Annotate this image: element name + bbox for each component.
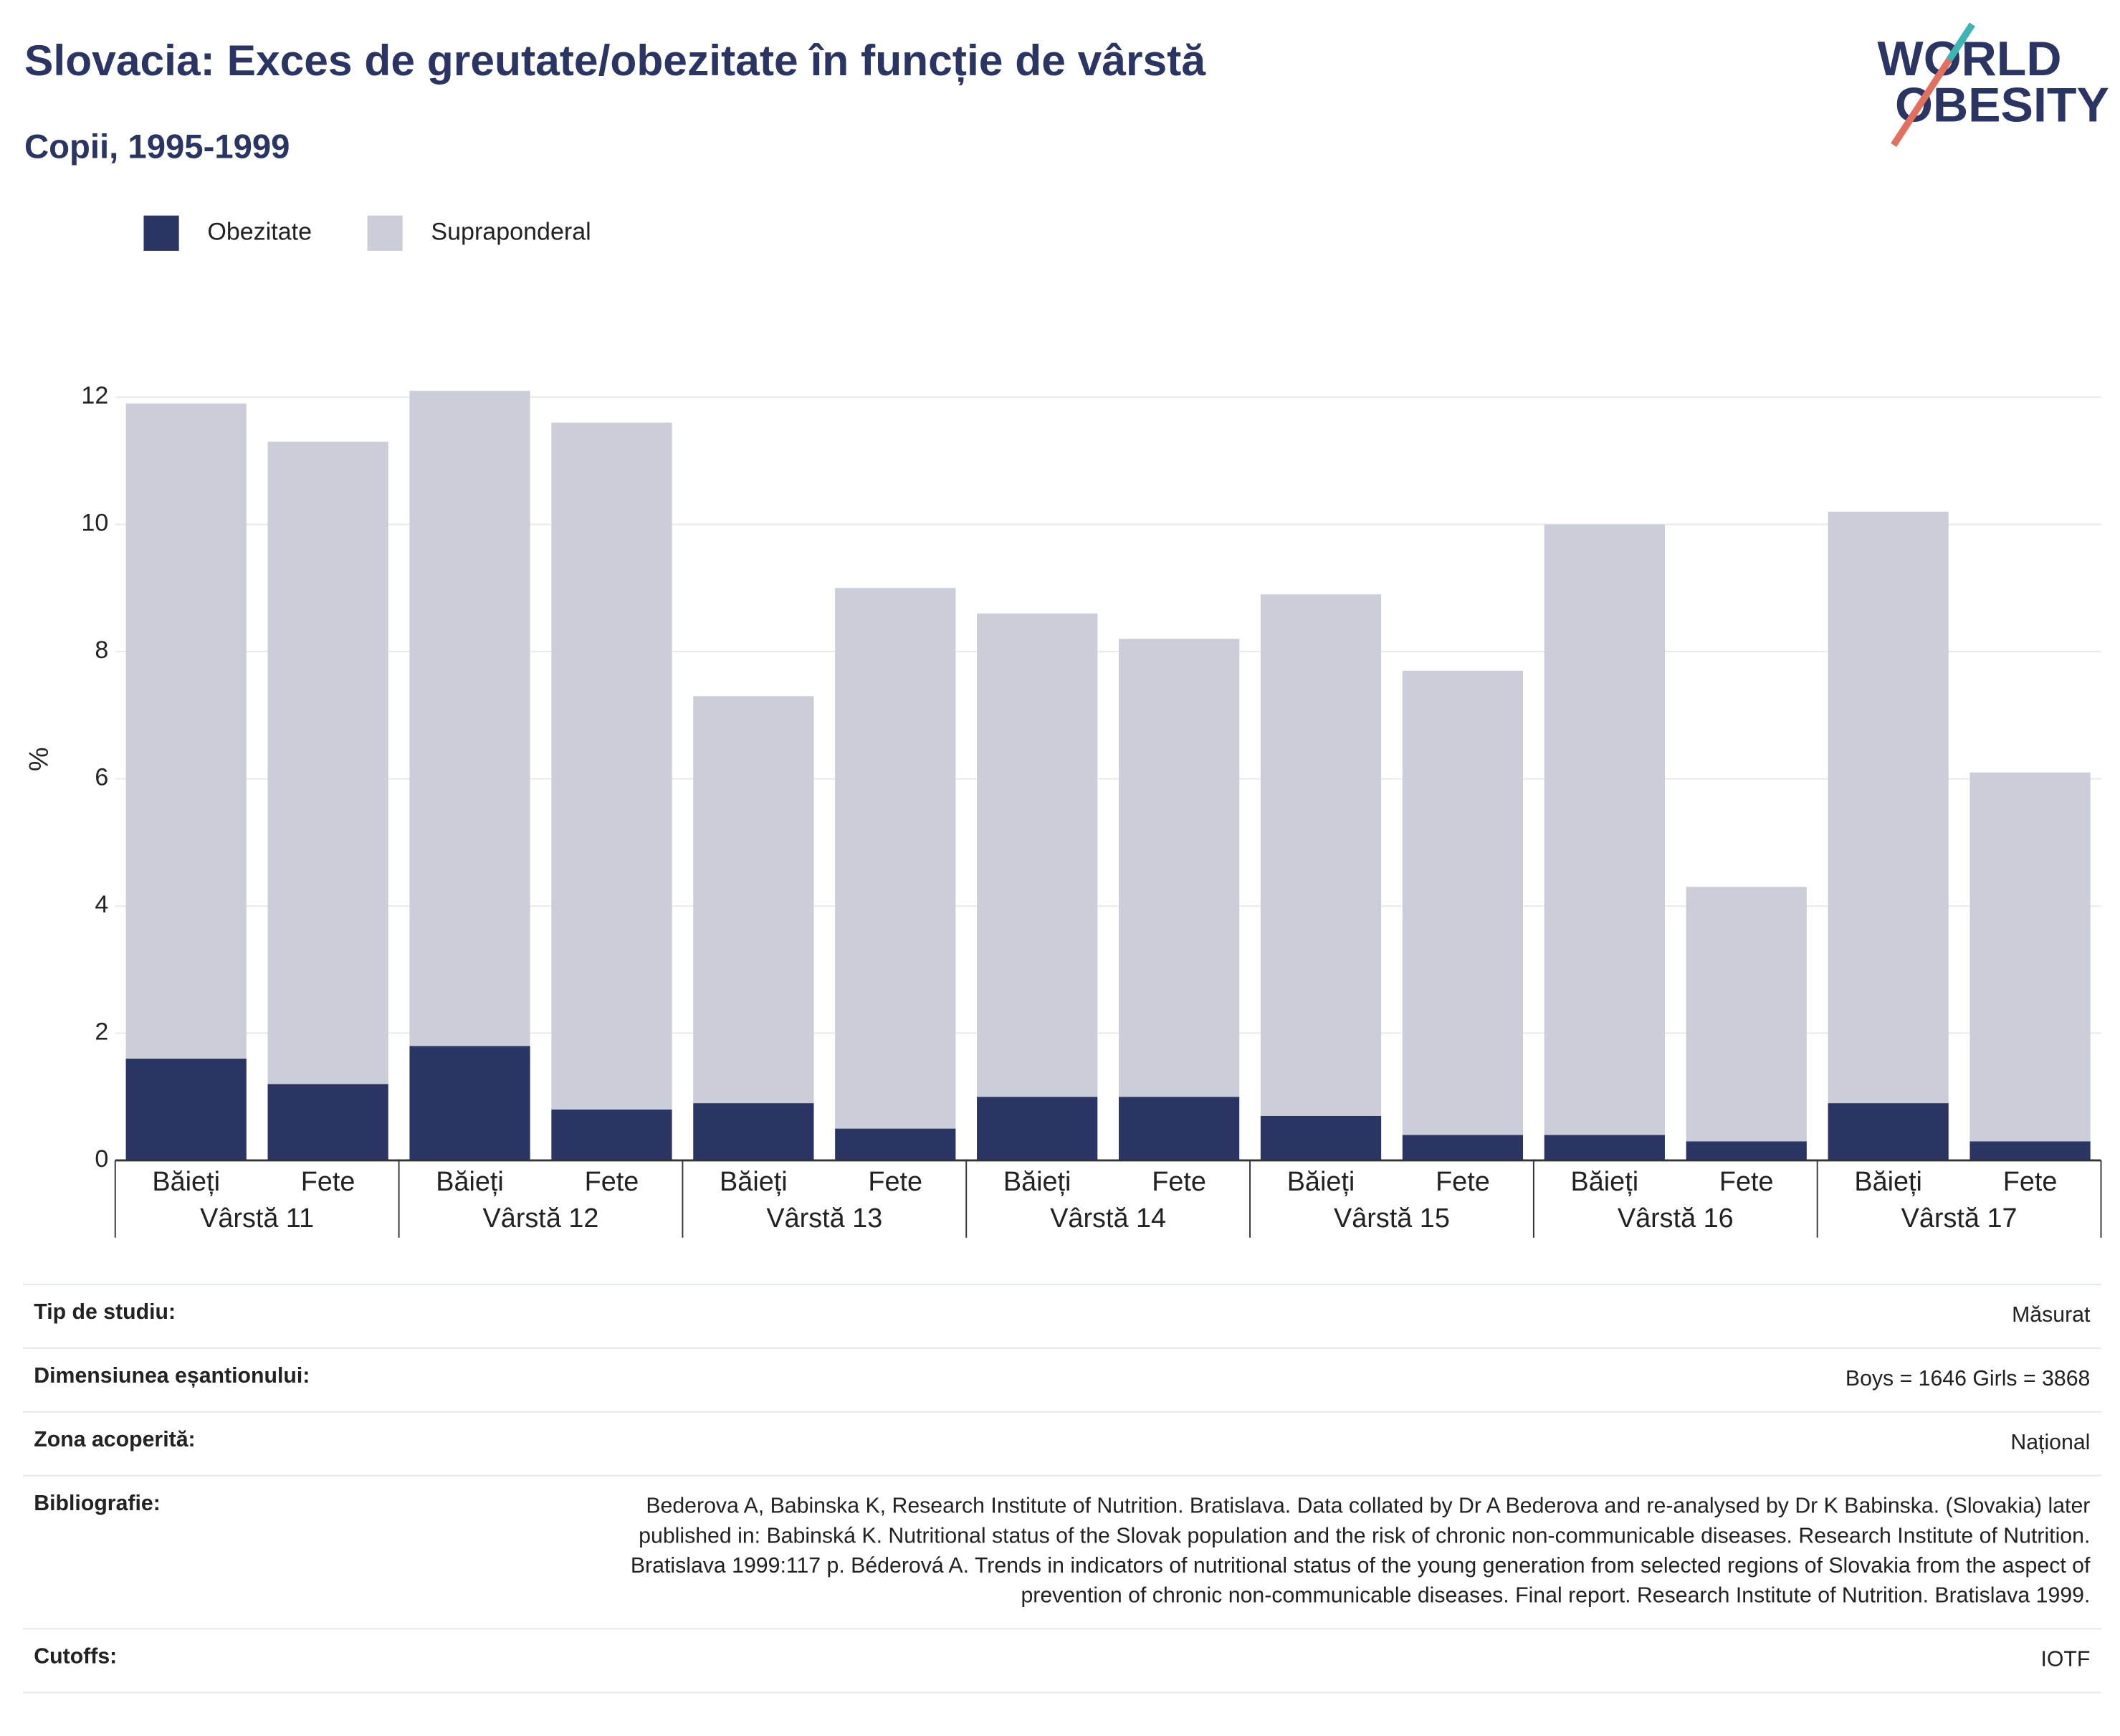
x-tick-label: Băieți bbox=[1003, 1167, 1071, 1197]
bar bbox=[1969, 772, 2091, 1142]
bar bbox=[125, 404, 247, 1059]
x-group-label: Vârstă 14 bbox=[1050, 1203, 1166, 1234]
x-tick-label: Băieți bbox=[1571, 1167, 1639, 1197]
y-tick-label: 2 bbox=[95, 1018, 108, 1045]
bar bbox=[977, 613, 1098, 1097]
y-tick-label: 4 bbox=[95, 891, 108, 918]
x-tick-label: Băieți bbox=[152, 1167, 220, 1197]
x-group-label: Vârstă 13 bbox=[766, 1203, 882, 1234]
x-tick-label: Băieți bbox=[1287, 1167, 1355, 1197]
x-tick-label: Fete bbox=[1719, 1167, 1774, 1197]
table-row: Tip de studiu: Măsurat bbox=[23, 1284, 2101, 1348]
x-group-label: Vârstă 15 bbox=[1334, 1203, 1450, 1234]
bar bbox=[835, 1128, 956, 1160]
table-value: Măsurat bbox=[2012, 1304, 2091, 1327]
bar bbox=[1118, 639, 1240, 1097]
bar bbox=[1402, 670, 1524, 1135]
bar bbox=[1686, 887, 1807, 1142]
x-group-label: Vârstă 12 bbox=[483, 1203, 599, 1234]
table-key: Tip de studiu: bbox=[34, 1301, 176, 1325]
bar bbox=[551, 1109, 672, 1160]
table-value: Boys = 1646 Girls = 3868 bbox=[1845, 1368, 2091, 1391]
logo-slash bbox=[1946, 22, 1975, 62]
table-key: Zona acoperită: bbox=[34, 1429, 196, 1452]
table-key: Bibliografie: bbox=[34, 1492, 161, 1516]
legend-label: Supraponderal bbox=[431, 218, 591, 245]
table-row: Dimensiunea eșantionului: Boys = 1646 Gir… bbox=[23, 1347, 2101, 1411]
bar bbox=[1969, 1141, 2091, 1160]
legend-swatch bbox=[143, 215, 179, 251]
bar bbox=[693, 696, 814, 1104]
table-row: Bibliografie: Bederova A, Babinska K, Res… bbox=[23, 1474, 2101, 1628]
logo-text: OBESITY bbox=[1895, 77, 2109, 132]
table-value: Bederova A, Babinska K, Research Institu… bbox=[630, 1495, 2091, 1608]
bar bbox=[977, 1097, 1098, 1160]
chart-subtitle: Copii, 1995-1999 bbox=[24, 128, 290, 166]
legend-swatch bbox=[367, 215, 403, 251]
table-row: Zona acoperită: Național bbox=[23, 1411, 2101, 1475]
bar bbox=[1260, 594, 1382, 1116]
x-tick-label: Băieți bbox=[436, 1167, 504, 1197]
y-axis-label: % bbox=[24, 747, 54, 771]
info-table: Tip de studiu: Măsurat Dimensiunea eșantio… bbox=[23, 1284, 2101, 1694]
y-tick-label: 6 bbox=[95, 764, 108, 791]
x-tick-label: Fete bbox=[301, 1167, 355, 1197]
bar bbox=[1402, 1135, 1524, 1160]
bar bbox=[1544, 1135, 1665, 1160]
bar bbox=[1686, 1141, 1807, 1160]
x-tick-label: Fete bbox=[1152, 1167, 1206, 1197]
x-tick-label: Băieți bbox=[720, 1167, 788, 1197]
table-key: Cutoffs: bbox=[34, 1646, 118, 1669]
x-tick-label: Fete bbox=[1436, 1167, 1490, 1197]
legend-label: Obezitate bbox=[207, 218, 312, 245]
bar bbox=[267, 442, 388, 1084]
bar bbox=[409, 1046, 530, 1160]
x-tick-label: Fete bbox=[2003, 1167, 2058, 1197]
x-tick-label: Fete bbox=[585, 1167, 639, 1197]
bar bbox=[1828, 511, 1949, 1104]
bar bbox=[835, 588, 956, 1129]
logo-text: WORLD bbox=[1877, 32, 2061, 86]
bar bbox=[1118, 1097, 1240, 1160]
bar bbox=[1544, 524, 1665, 1135]
y-tick-label: 10 bbox=[81, 510, 108, 537]
y-tick-label: 8 bbox=[95, 636, 108, 664]
x-group-label: Vârstă 17 bbox=[1901, 1203, 2018, 1234]
bar bbox=[693, 1103, 814, 1160]
bar bbox=[125, 1058, 247, 1160]
y-tick-label: 0 bbox=[95, 1145, 108, 1173]
y-tick-label: 12 bbox=[81, 382, 108, 409]
x-group-label: Vârstă 16 bbox=[1618, 1203, 1734, 1234]
bar bbox=[1260, 1115, 1382, 1160]
table-row: Cutoffs: IOTF bbox=[23, 1628, 2101, 1694]
chart: Slovacia: Exces de greutate/obezitate în… bbox=[24, 22, 2109, 1238]
x-tick-label: Fete bbox=[868, 1167, 922, 1197]
bar bbox=[267, 1084, 388, 1160]
bar bbox=[551, 422, 672, 1110]
x-tick-label: Băieți bbox=[1854, 1167, 1922, 1197]
x-group-label: Vârstă 11 bbox=[200, 1203, 314, 1234]
bar bbox=[1828, 1103, 1949, 1160]
bar bbox=[409, 391, 530, 1046]
table-value: IOTF bbox=[2040, 1648, 2091, 1671]
chart-title: Slovacia: Exces de greutate/obezitate în… bbox=[24, 36, 1206, 85]
table-key: Dimensiunea eșantionului: bbox=[34, 1365, 310, 1388]
table-value: Național bbox=[2010, 1431, 2091, 1455]
